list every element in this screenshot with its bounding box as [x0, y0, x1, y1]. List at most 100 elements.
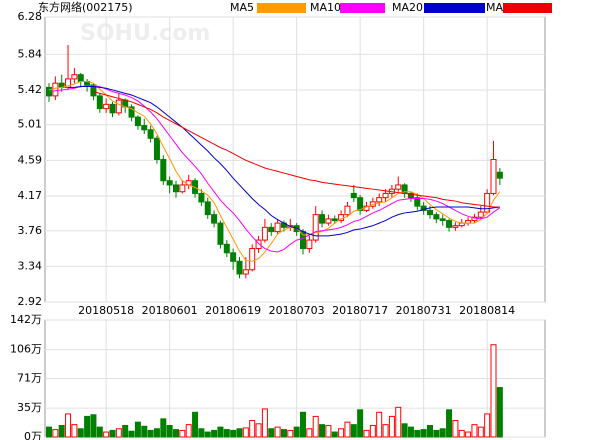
volume-bar — [446, 409, 453, 438]
volume-bar — [71, 424, 78, 438]
volume-bar — [458, 429, 465, 438]
candle-body — [103, 103, 110, 110]
volume-bar — [414, 429, 421, 438]
volume-bar — [160, 418, 167, 438]
volume-bar — [204, 431, 211, 438]
volume-bar — [357, 409, 364, 438]
candle-body — [242, 269, 249, 275]
volume-bar — [261, 408, 268, 438]
candle-body — [414, 197, 421, 207]
volume-bar — [325, 424, 332, 438]
candle-body — [420, 205, 427, 211]
volume-bar — [236, 428, 243, 438]
volume-bar — [198, 428, 205, 438]
volume-bar — [77, 428, 84, 438]
volume-bar — [52, 429, 59, 438]
candle-body — [179, 184, 186, 193]
y-tick-label: 106万 — [10, 343, 42, 356]
candle-body — [160, 159, 167, 182]
candle-body — [134, 116, 141, 127]
volume-bar — [376, 411, 383, 438]
ma-line — [48, 80, 501, 262]
volume-bar — [382, 424, 389, 438]
y-tick-label: 142万 — [10, 313, 42, 326]
candle-body — [261, 226, 268, 241]
volume-bar — [179, 429, 186, 438]
volume-bar — [115, 428, 122, 438]
candle-body — [433, 214, 440, 220]
volume-bar — [484, 413, 491, 438]
y-tick-label: 71万 — [17, 372, 42, 385]
candle-body — [496, 171, 503, 179]
candle-body — [382, 192, 389, 199]
volume-bar — [306, 428, 313, 438]
volume-bar — [401, 423, 408, 438]
volume-bar — [300, 411, 306, 438]
volume-bar — [280, 429, 287, 438]
candle-body — [71, 74, 78, 80]
candle-body — [407, 192, 414, 199]
candle-body — [223, 243, 230, 254]
volume-bar — [465, 431, 472, 438]
candle-body — [166, 180, 173, 186]
candle-body — [217, 222, 224, 245]
candle-body — [198, 192, 205, 203]
volume-bar — [452, 420, 459, 438]
candle-body — [344, 205, 351, 216]
candle-body — [109, 103, 116, 114]
volume-bar — [242, 427, 249, 438]
candle-body — [96, 95, 103, 110]
volume-bar — [338, 428, 345, 438]
candle-body — [274, 222, 281, 233]
volume-bar — [293, 426, 300, 438]
volume-bar — [192, 411, 199, 438]
volume-bar — [268, 428, 275, 438]
volume-bar — [439, 428, 446, 438]
candle-body — [325, 218, 332, 224]
candle-body — [427, 209, 433, 216]
volume-bar — [109, 429, 116, 438]
candle-body — [319, 214, 326, 224]
volume-bar — [249, 420, 256, 438]
volume-bar — [173, 429, 179, 438]
volume-bar — [147, 429, 154, 438]
volume-bar — [331, 431, 338, 438]
volume-bar — [319, 424, 326, 438]
candle-body — [439, 218, 446, 222]
ma-line — [93, 91, 500, 208]
legend-swatch — [340, 3, 385, 13]
volume-bar — [490, 344, 497, 438]
volume-bar — [90, 414, 97, 438]
volume-bar — [96, 426, 103, 438]
legend-swatch — [424, 3, 485, 13]
legend-swatch — [257, 3, 306, 13]
candle-body — [211, 214, 218, 224]
legend-label: MA10 — [310, 1, 341, 14]
volume-bar — [427, 424, 433, 438]
candle-body — [90, 84, 97, 97]
candle-body — [350, 192, 357, 199]
candle-body — [306, 239, 313, 250]
volume-bar — [153, 428, 160, 438]
volume-bar — [312, 415, 319, 438]
y-tick-label: 0万 — [24, 430, 42, 440]
x-tick-label: 20180717 — [332, 304, 388, 317]
volume-bar — [128, 430, 135, 438]
candle-body — [115, 99, 122, 114]
volume-bar — [433, 429, 440, 438]
ma-line — [48, 85, 501, 253]
candle-body — [331, 218, 338, 222]
candle-body — [312, 214, 319, 241]
x-tick-label: 20180731 — [396, 304, 452, 317]
y-tick-label: 5.42 — [18, 83, 43, 96]
candle-body — [77, 74, 84, 82]
volume-bar — [185, 424, 192, 438]
y-tick-label: 3.76 — [18, 224, 43, 237]
x-tick-label: 20180814 — [459, 304, 515, 317]
volume-bar — [134, 421, 141, 438]
volume-bar — [496, 387, 503, 438]
volume-bar — [350, 424, 357, 438]
x-tick-label: 20180518 — [78, 304, 134, 317]
candle-body — [255, 239, 262, 250]
